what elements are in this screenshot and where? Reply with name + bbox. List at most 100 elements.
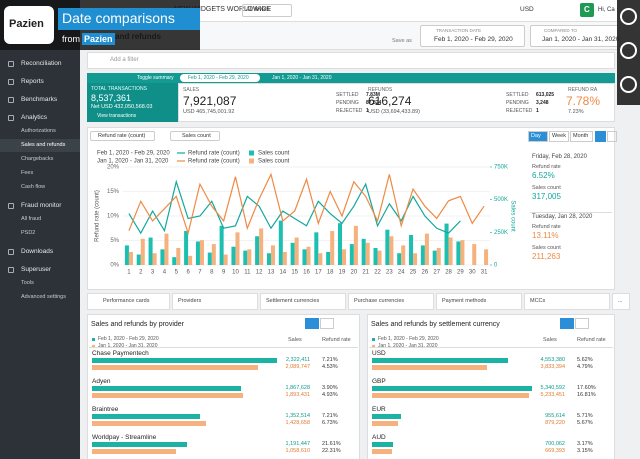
nav-subitem[interactable]: All fraud <box>21 216 42 222</box>
total-net: Net USD 432,050,568.03 <box>91 104 153 110</box>
granularity-button[interactable] <box>528 131 548 142</box>
bar <box>342 249 347 265</box>
panel-button[interactable] <box>560 318 574 329</box>
nav-item[interactable]: Analytics <box>21 114 48 121</box>
row-rate: 5.62% <box>577 357 593 363</box>
tab-label[interactable]: Purchase currencies <box>354 298 405 304</box>
total-value: 8,537,361 <box>91 93 132 103</box>
bar <box>337 223 343 265</box>
bar <box>318 253 323 265</box>
panel-button[interactable] <box>305 318 319 329</box>
granularity-label[interactable]: Week <box>552 133 566 139</box>
nav-subitem[interactable]: Advanced settings <box>21 294 66 300</box>
detail-metric: Sales count <box>532 185 561 191</box>
metric-a-box[interactable] <box>90 131 155 141</box>
nav-item[interactable]: Reports <box>21 78 44 85</box>
panel-title: Sales and refunds by provider <box>91 321 184 328</box>
bar <box>385 229 390 265</box>
tab[interactable] <box>436 293 522 310</box>
panel-button[interactable] <box>320 318 334 329</box>
tab-label[interactable]: Performance cards <box>103 298 150 304</box>
column-header: Refund rate <box>322 337 351 343</box>
bar <box>211 244 216 265</box>
nav-subitem[interactable]: Tools <box>21 280 34 286</box>
panel-title: Sales and refunds by settlement currency <box>371 321 500 328</box>
nav-item[interactable]: Reconciliation <box>21 60 62 67</box>
tab[interactable] <box>260 293 346 310</box>
legend-label: Refund rate (count) <box>188 151 240 157</box>
bar <box>484 249 489 265</box>
tab-label[interactable]: Settlement currencies <box>266 298 320 304</box>
x-tick-label: 6 <box>186 270 190 276</box>
y2-tick-label: 750K <box>494 165 508 171</box>
granularity-button[interactable] <box>549 131 569 142</box>
save-as[interactable]: Save as <box>392 38 412 44</box>
summary-cards <box>178 83 615 122</box>
date-box[interactable] <box>420 25 525 47</box>
row-sales: 2,089,747 <box>285 364 310 370</box>
tab[interactable] <box>348 293 434 310</box>
level-select[interactable] <box>242 4 292 17</box>
legend-label: Sales count <box>258 159 290 165</box>
row-bar <box>92 449 177 454</box>
view-button[interactable] <box>595 131 606 142</box>
view-button[interactable] <box>607 131 617 142</box>
metric-a: Refund rate (count) <box>98 133 146 139</box>
legend-label: Sales count <box>258 151 290 157</box>
row-label: AUD <box>372 434 386 441</box>
share-icon[interactable] <box>620 8 637 25</box>
tab-label[interactable]: Providers <box>178 298 202 304</box>
bar <box>152 253 157 265</box>
bar <box>266 253 271 265</box>
tab[interactable] <box>612 293 630 310</box>
nav-item[interactable]: Downloads <box>21 248 54 255</box>
bar <box>124 245 129 265</box>
tab[interactable] <box>172 293 258 310</box>
detail-date: Tuesday, Jan 28, 2020 <box>532 214 593 220</box>
toggle[interactable]: Toggle summary <box>137 75 174 81</box>
row-rate: 7.21% <box>322 357 338 363</box>
share-icon[interactable] <box>620 76 637 93</box>
nav-item[interactable]: Fraud monitor <box>21 202 62 209</box>
metric-b-box[interactable] <box>170 131 220 141</box>
granularity-label[interactable]: Day <box>531 133 541 139</box>
detail-metric: Refund rate <box>532 164 561 170</box>
bar <box>290 242 295 265</box>
legend-period: Feb 1, 2020 - Feb 29, 2020 <box>97 151 170 157</box>
rate-compare: 7.23% <box>568 109 584 115</box>
tab-label[interactable]: MCCs <box>530 298 546 304</box>
tab-label[interactable]: Payment methods <box>442 298 487 304</box>
bar <box>128 251 133 265</box>
tab[interactable] <box>87 293 170 310</box>
panel-button[interactable] <box>575 318 589 329</box>
currency[interactable]: USD <box>520 6 534 13</box>
granularity-button[interactable] <box>570 131 593 142</box>
nav-subitem[interactable]: Sales and refunds <box>21 142 66 148</box>
compare-label: COMPARED TO <box>544 28 578 33</box>
nav-subitem[interactable]: Fees <box>21 170 34 176</box>
filter[interactable]: Add a filter <box>110 57 139 63</box>
nav-item[interactable]: Superuser <box>21 266 51 273</box>
tab-label[interactable]: ... <box>618 298 623 304</box>
nav-subitem[interactable]: Chargebacks <box>21 156 54 162</box>
total-card <box>87 83 178 122</box>
tab[interactable] <box>524 293 610 310</box>
x-tick-label: 1 <box>127 270 131 276</box>
nav-item[interactable]: Benchmarks <box>21 96 58 103</box>
row-rate: 21.61% <box>322 441 341 447</box>
bar <box>223 254 228 265</box>
bar <box>326 251 331 265</box>
rate-label: REFUND RA <box>568 87 598 93</box>
total-link[interactable]: View transactions <box>97 113 137 119</box>
x-tick-label: 28 <box>445 270 452 276</box>
bar <box>294 237 299 265</box>
share-icon[interactable] <box>620 42 637 59</box>
nav-subitem[interactable]: PSD2 <box>21 230 36 236</box>
granularity-label[interactable]: Month <box>573 133 589 139</box>
nav-subitem[interactable]: Authorizations <box>21 128 56 134</box>
chart: 0% 5% 10% 15% 20% 0 250K 500K 750K Refund rate (c… <box>95 150 515 276</box>
y2-tick-label: 250K <box>494 230 508 236</box>
nav-subitem[interactable]: Cash flow <box>21 184 46 190</box>
header-divider <box>89 347 358 348</box>
bar <box>448 237 453 265</box>
